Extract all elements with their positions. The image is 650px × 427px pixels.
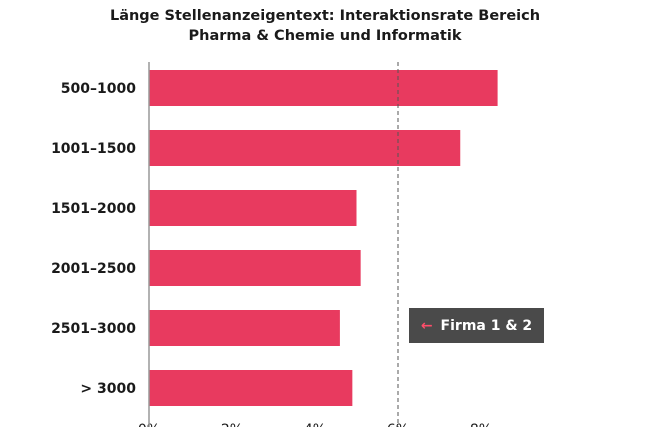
- x-tick-label-3: 6%: [387, 422, 409, 427]
- category-label-1: 1001–1500: [51, 141, 136, 157]
- bar-1: [149, 130, 461, 166]
- category-label-4: 2501–3000: [51, 321, 136, 337]
- category-labels: 500–1000 1001–1500 1501–2000 2001–2500 2501–…: [51, 81, 136, 397]
- bar-3: [149, 250, 361, 286]
- bar-5: [149, 370, 353, 406]
- chart-title: Länge Stellenanzeigentext: Interaktionsr…: [0, 6, 650, 46]
- bar-4: [149, 310, 340, 346]
- left-arrow-icon: ←: [420, 317, 433, 334]
- category-label-0: 500–1000: [61, 81, 136, 97]
- chart-title-line-2: Pharma & Chemie und Informatik: [188, 28, 462, 44]
- x-tick-labels: 0%2%4%6%8%: [138, 422, 492, 427]
- annotation-box: ← Firma 1 & 2: [409, 308, 544, 343]
- bar-0: [149, 70, 498, 106]
- annotation-text: Firma 1 & 2: [440, 317, 533, 334]
- chart-title-line-1: Länge Stellenanzeigentext: Interaktionsr…: [109, 8, 541, 24]
- bar-2: [149, 190, 357, 226]
- category-label-5: > 3000: [80, 381, 136, 397]
- x-tick-label-2: 4%: [304, 422, 326, 427]
- bars-group: [149, 70, 498, 406]
- category-label-2: 1501–2000: [51, 201, 136, 217]
- category-label-3: 2001–2500: [51, 261, 136, 277]
- x-tick-label-1: 2%: [221, 422, 243, 427]
- x-tick-label-4: 8%: [470, 422, 492, 427]
